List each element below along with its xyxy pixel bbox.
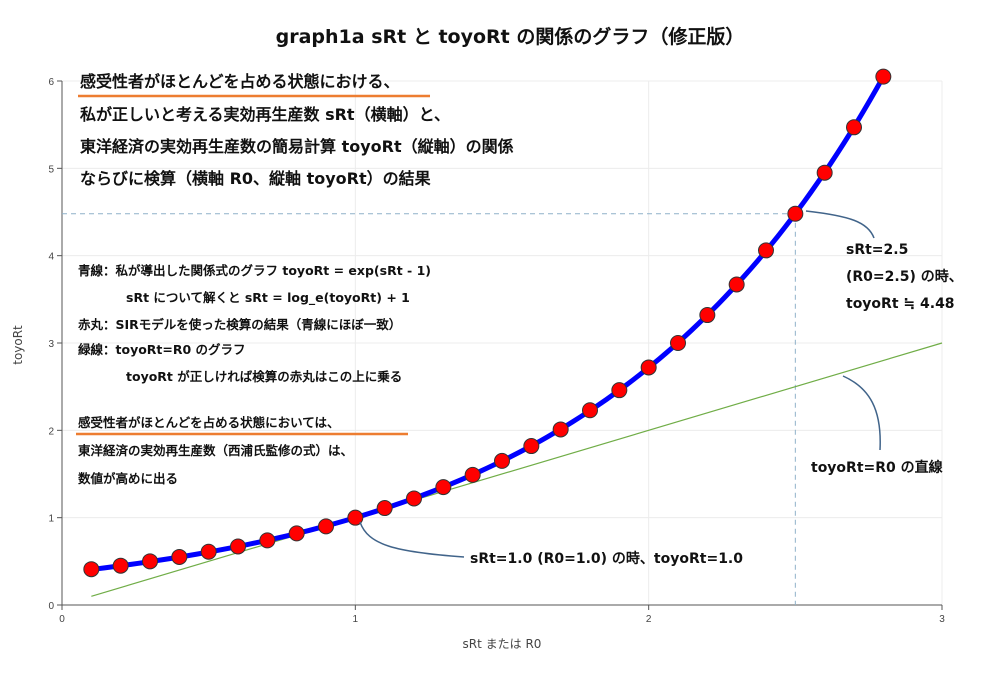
x-axis-label: sRt または R0 xyxy=(463,637,542,651)
note-blue-solution: sRt について解くと sRt = log_e(toyoRt) + 1 xyxy=(126,290,410,306)
red-point xyxy=(582,402,598,419)
y-tick-label: 1 xyxy=(48,514,54,525)
y-tick-label: 4 xyxy=(48,252,54,263)
reference-lines xyxy=(62,213,796,605)
annotation-heading: 感受性者がほとんどを占める状態における、 私が正しいと考える実効再生産数 sRt… xyxy=(78,72,514,188)
tick-labels: 0 1 2 3 0 1 2 3 4 5 6 xyxy=(48,77,945,625)
callout-point-line-1: sRt=2.5 xyxy=(846,242,908,258)
red-point xyxy=(288,525,305,542)
red-point xyxy=(875,68,892,85)
series-group xyxy=(83,68,943,597)
note-blue-line: 青線：私が導出した関係式のグラフ toyoRt = exp(sRt - 1) xyxy=(78,263,431,278)
callout-green-leader xyxy=(842,375,881,451)
red-point xyxy=(112,557,129,574)
annotation-conclusion: 感受性者がほとんどを占める状態においては、 東洋経済の実効再生産数（西浦氏監修の… xyxy=(76,415,408,486)
callout-leader xyxy=(805,210,875,239)
note-green-line: 緑線：toyoRt=R0 のグラフ xyxy=(78,342,246,357)
callout-one-leader xyxy=(359,521,465,558)
callout-point-line-2: (R0=2.5) の時、 xyxy=(846,268,963,285)
red-point xyxy=(200,543,217,560)
red-point xyxy=(230,538,246,555)
chart-title: graph1a sRt と toyoRt の関係のグラフ（修正版） xyxy=(276,25,745,48)
annotation-legend-notes: 青線：私が導出した関係式のグラフ toyoRt = exp(sRt - 1) s… xyxy=(78,263,431,384)
callout-point-1-0: sRt=1.0 (R0=1.0) の時、toyoRt=1.0 xyxy=(359,521,743,567)
note-green-detail: toyoRt が正しければ検算の赤丸はこの上に乗る xyxy=(126,369,402,384)
red-point xyxy=(728,276,745,293)
note-red-dots: 赤丸：SIRモデルを使った検算の結果（青線にほぼ一致） xyxy=(78,317,401,332)
red-point xyxy=(670,335,686,351)
red-point xyxy=(259,532,276,549)
red-point xyxy=(494,452,510,469)
red-point xyxy=(699,307,716,324)
callout-point-line-3: toyoRt ≒ 4.48 xyxy=(846,296,955,312)
red-point xyxy=(318,518,334,535)
callout-point-2-5: sRt=2.5 (R0=2.5) の時、 toyoRt ≒ 4.48 xyxy=(805,210,963,312)
x-tick-label: 2 xyxy=(646,614,652,625)
red-point xyxy=(523,438,540,455)
red-point xyxy=(787,205,804,222)
red-point xyxy=(347,509,364,526)
red-point xyxy=(142,553,158,570)
callout-green-line: toyoRt=R0 の直線 xyxy=(811,375,943,476)
conclusion-line-1: 感受性者がほとんどを占める状態においては、 xyxy=(78,415,340,430)
y-tick-label: 5 xyxy=(48,164,54,175)
y-tick-label: 2 xyxy=(48,426,54,437)
red-point xyxy=(464,466,481,483)
red-point xyxy=(406,490,422,507)
heading-line-4: ならびに検算（横軸 R0、縦軸 toyoRt）の結果 xyxy=(80,169,431,188)
heading-line-2: 私が正しいと考える実効再生産数 sRt（横軸）と、 xyxy=(80,105,450,124)
y-tick-label: 6 xyxy=(48,77,54,88)
red-point xyxy=(640,359,657,376)
conclusion-line-3: 数値が高めに出る xyxy=(77,471,178,486)
red-point xyxy=(611,382,628,399)
grid xyxy=(62,80,943,605)
y-tick-label: 0 xyxy=(48,601,54,612)
red-point xyxy=(83,561,100,578)
red-point xyxy=(846,119,862,136)
heading-line-3: 東洋経済の実効再生産数の簡易計算 toyoRt（縦軸）の関係 xyxy=(80,137,514,156)
heading-line-1: 感受性者がほとんどを占める状態における、 xyxy=(80,72,400,91)
callout-one-text: sRt=1.0 (R0=1.0) の時、toyoRt=1.0 xyxy=(470,550,743,567)
green-line-series xyxy=(91,342,943,597)
x-tick-label: 3 xyxy=(939,614,945,625)
x-tick-label: 0 xyxy=(59,614,65,625)
red-point xyxy=(435,479,452,496)
red-point xyxy=(816,164,833,181)
red-point xyxy=(171,548,188,565)
red-point xyxy=(376,500,393,517)
y-axis-label: toyoRt xyxy=(11,325,25,365)
blue-curve-series xyxy=(88,74,886,572)
conclusion-line-2: 東洋経済の実効再生産数（西浦氏監修の式）は、 xyxy=(78,443,353,458)
red-point xyxy=(758,242,774,259)
x-tick-label: 1 xyxy=(353,614,359,625)
red-point xyxy=(552,421,569,438)
y-tick-label: 3 xyxy=(48,339,54,350)
callout-green-text: toyoRt=R0 の直線 xyxy=(811,459,943,476)
